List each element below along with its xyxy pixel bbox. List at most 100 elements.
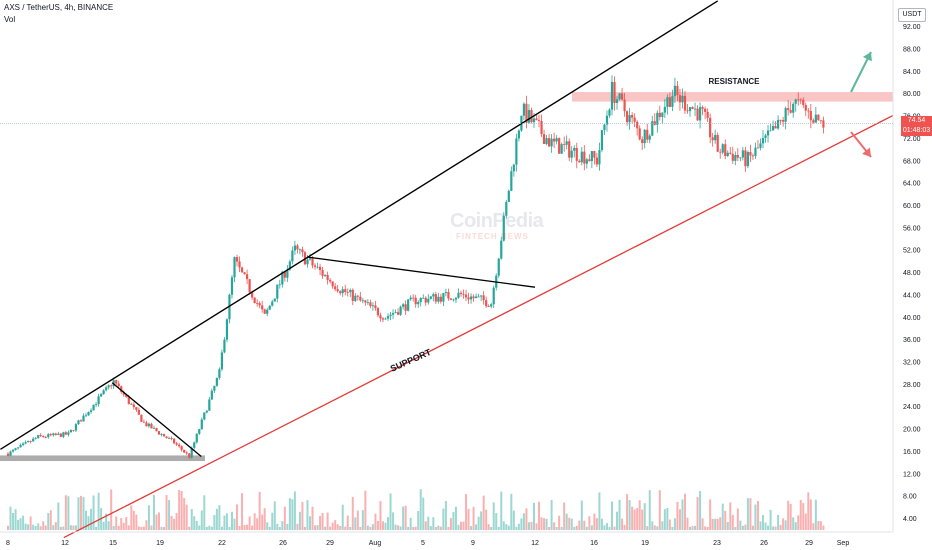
candle-body	[59, 433, 62, 437]
volume-bar	[243, 525, 246, 530]
volume-bar	[155, 514, 158, 530]
time-tick-label: 29	[805, 540, 813, 547]
time-tick-label: 19	[641, 540, 649, 547]
price-tick-label: 88.00	[903, 46, 921, 53]
candle-body	[115, 380, 118, 384]
candle-body	[399, 306, 402, 315]
time-tick-label: 19	[156, 540, 164, 547]
volume-bar	[439, 526, 442, 530]
candle-body	[540, 121, 543, 135]
candle-body	[759, 143, 762, 148]
volume-bar	[548, 526, 551, 530]
volume-bar	[600, 518, 603, 530]
volume-bar	[366, 525, 369, 530]
candle-body	[228, 294, 231, 320]
volume-bar	[500, 491, 503, 530]
candle-body	[706, 111, 709, 118]
volume-bar	[198, 525, 201, 530]
candle-body	[263, 309, 266, 314]
volume-bar	[29, 516, 32, 530]
volume-bar	[344, 526, 347, 530]
candle-body	[789, 110, 792, 113]
volume-bar	[480, 511, 483, 530]
candle-body	[623, 99, 626, 112]
volume-bar	[777, 514, 780, 530]
candle-body	[371, 305, 375, 307]
volume-bar	[82, 496, 85, 530]
volume-bar	[575, 525, 578, 530]
candle-body	[110, 385, 113, 387]
volume-bar	[175, 513, 178, 530]
volume-bar	[681, 499, 684, 530]
candle-body	[777, 119, 780, 129]
candle-body	[235, 257, 239, 262]
volume-bar	[238, 526, 241, 530]
candle-body	[147, 423, 151, 427]
candle-body	[334, 286, 337, 290]
volume-bar	[447, 527, 450, 530]
candle-body	[809, 110, 812, 121]
support-band	[0, 455, 205, 462]
volume-bar	[678, 509, 681, 530]
candle-body	[510, 171, 513, 191]
candle-body	[620, 93, 624, 100]
volume-bar	[522, 513, 525, 530]
volume-bar	[24, 523, 27, 530]
volume-bar	[661, 521, 664, 530]
volume-bar	[301, 501, 304, 530]
candle-body	[386, 316, 390, 319]
volume-bar	[502, 521, 505, 530]
volume-bar	[309, 516, 311, 530]
candle-body	[376, 308, 380, 316]
candle-body	[273, 298, 276, 302]
volume-bar	[605, 523, 608, 530]
candle-body	[266, 309, 269, 314]
price-tick-label: 72.00	[903, 136, 921, 143]
support-trendline	[63, 114, 894, 539]
candle-body	[427, 298, 430, 303]
volume-bar	[64, 495, 67, 530]
watermark-logo: CoinPedia	[450, 210, 544, 232]
candle-body	[233, 257, 236, 278]
candle-body	[804, 104, 807, 111]
candle-body	[240, 267, 244, 273]
candle-body	[152, 427, 156, 429]
volume-bar	[22, 515, 25, 530]
price-tick-label: 60.00	[903, 203, 921, 210]
volume-bar	[565, 513, 568, 530]
candle-body	[716, 134, 719, 152]
candle-body	[218, 369, 221, 378]
candle-body	[515, 138, 518, 165]
candle-body	[553, 138, 556, 142]
volume-bar	[429, 526, 432, 530]
volume-bar	[203, 495, 206, 530]
candle-body	[157, 431, 161, 435]
volume-bar	[268, 526, 271, 530]
candle-body	[356, 295, 359, 297]
volume-bar	[444, 501, 447, 530]
price-tick-label: 24.00	[903, 404, 921, 411]
candle-body	[731, 153, 734, 161]
volume-bar	[397, 525, 400, 530]
volume-bar	[95, 526, 98, 530]
volume-label: Vol	[4, 15, 16, 24]
volume-bar	[656, 526, 659, 530]
volume-bar	[215, 508, 218, 530]
volume-bar	[814, 499, 817, 530]
candle-body	[658, 112, 661, 118]
volume-bar	[636, 508, 639, 530]
candle-body	[429, 296, 432, 299]
candle-body	[807, 110, 810, 112]
candle-body	[663, 106, 666, 113]
watermark-tagline: FINTECH NEWS	[456, 232, 529, 241]
candle-body	[444, 292, 447, 293]
volume-bar	[638, 500, 641, 530]
volume-bar	[437, 525, 440, 530]
candle-body	[324, 274, 327, 276]
volume-bar	[706, 526, 709, 530]
candle-body	[200, 419, 203, 430]
candle-body	[276, 284, 279, 299]
currency-badge[interactable]: USDT	[898, 8, 926, 22]
candle-body	[150, 423, 153, 429]
